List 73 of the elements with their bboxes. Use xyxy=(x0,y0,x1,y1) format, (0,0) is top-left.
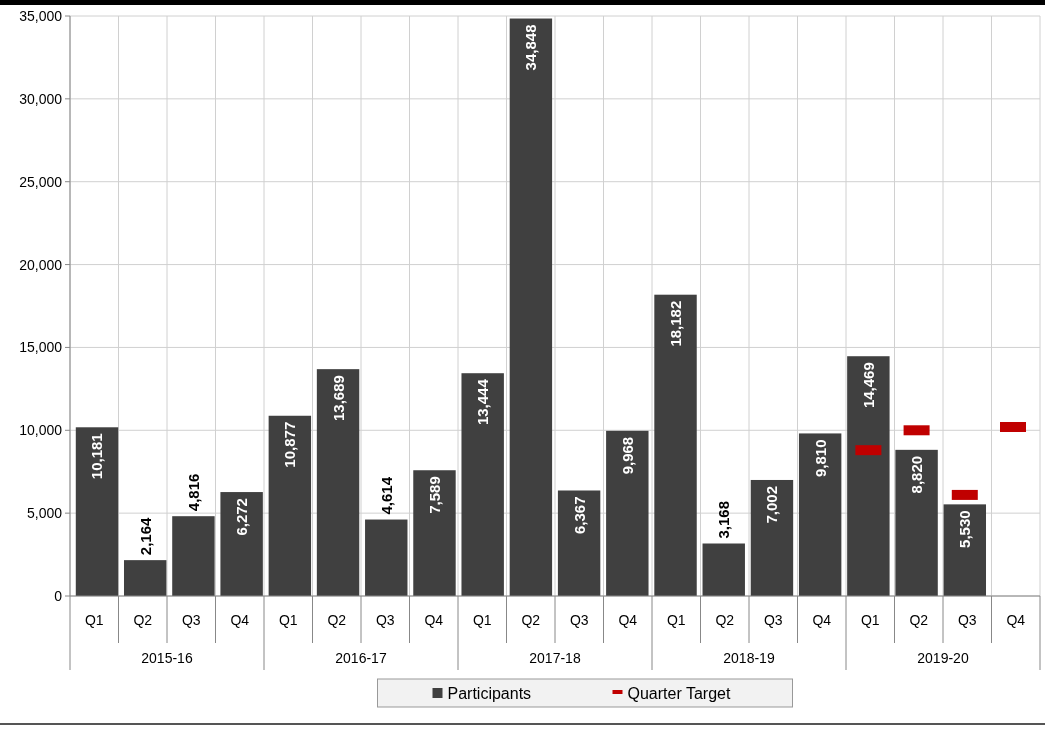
data-label: 9,810 xyxy=(811,439,829,477)
data-label: 7,002 xyxy=(763,485,781,524)
data-label: 34,848 xyxy=(522,24,540,71)
x-tick-label: Q4 xyxy=(424,612,444,628)
text: 2018-19 xyxy=(723,650,775,666)
y-tick-label: 20,000 xyxy=(19,256,63,273)
data-label: 14,469 xyxy=(859,362,877,409)
bar xyxy=(461,373,504,596)
x-tick-label: Q1 xyxy=(84,612,104,628)
bar xyxy=(606,430,649,596)
data-label: 13,444 xyxy=(474,378,492,426)
data-label: 7,589 xyxy=(425,476,443,514)
y-tick-label: 10,000 xyxy=(19,422,63,439)
data-label: 5,530 xyxy=(956,510,974,548)
y-tick-label: 15,000 xyxy=(19,339,63,356)
x-tick-label: Q3 xyxy=(957,612,977,628)
bar xyxy=(943,504,986,596)
legend-label: Participants xyxy=(447,684,532,702)
bar xyxy=(316,369,360,596)
x-tick-label: Q1 xyxy=(666,612,686,628)
data-label: 9,968 xyxy=(618,436,636,475)
y-tick-label: 5,000 xyxy=(26,505,63,522)
text: 2015-16 xyxy=(141,650,193,666)
x-tick-label: Q2 xyxy=(715,612,735,628)
bar xyxy=(798,433,842,596)
bar xyxy=(750,479,794,596)
bar xyxy=(268,415,312,596)
bar xyxy=(702,543,745,596)
y-tick-label: 35,000 xyxy=(19,8,63,24)
bar xyxy=(75,427,119,596)
x-tick-label: Q3 xyxy=(375,612,395,628)
data-label: 3,168 xyxy=(715,500,733,539)
y-tick-label: 30,000 xyxy=(19,90,63,107)
bar xyxy=(413,470,456,596)
bar xyxy=(509,18,553,596)
bar xyxy=(220,492,263,596)
bar xyxy=(895,449,938,596)
data-label: 8,820 xyxy=(908,455,926,494)
x-tick-label: Q4 xyxy=(1006,612,1026,628)
bar xyxy=(172,516,215,596)
x-tick-label: Q2 xyxy=(909,612,929,628)
x-tick-label: Q2 xyxy=(133,612,153,628)
x-tick-label: Q1 xyxy=(278,612,298,628)
legend-label: Quarter Target xyxy=(627,684,731,702)
bar xyxy=(365,519,408,596)
data-label: 13,689 xyxy=(329,375,347,422)
bar xyxy=(847,356,890,596)
y-tick-label: 0 xyxy=(54,588,63,604)
x-tick-label: Q2 xyxy=(521,612,541,628)
data-label: 6,367 xyxy=(570,496,588,535)
bar xyxy=(654,294,697,596)
x-tick-label: Q2 xyxy=(327,612,347,628)
data-label: 6,272 xyxy=(233,498,251,536)
data-label: 10,181 xyxy=(88,433,106,480)
x-tick-label: Q4 xyxy=(230,612,250,628)
x-tick-label: Q4 xyxy=(618,612,638,628)
text: 2017-18 xyxy=(529,650,581,666)
x-tick-label: Q1 xyxy=(860,612,880,628)
y-tick-label: 25,000 xyxy=(19,173,63,190)
bar xyxy=(124,560,167,596)
x-tick-label: Q3 xyxy=(569,612,589,628)
data-label: 2,164 xyxy=(136,516,154,556)
data-label: 10,877 xyxy=(281,421,299,468)
text: 2016-17 xyxy=(335,650,387,666)
x-tick-label: Q3 xyxy=(181,612,201,628)
bar xyxy=(557,490,601,596)
data-label: 18,182 xyxy=(667,300,685,347)
x-tick-label: Q4 xyxy=(812,612,832,628)
data-label: 4,816 xyxy=(184,473,202,512)
x-tick-label: Q1 xyxy=(472,612,492,628)
text: 2019-20 xyxy=(917,650,969,666)
x-tick-label: Q3 xyxy=(763,612,783,628)
data-label: 4,614 xyxy=(377,476,395,515)
